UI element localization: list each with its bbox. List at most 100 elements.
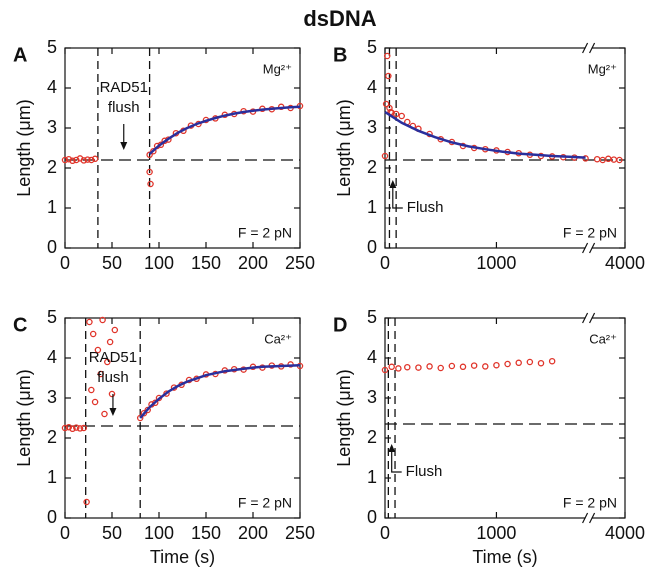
axis-break-mark <box>589 42 596 54</box>
data-point <box>144 406 151 414</box>
condition-label: Ca²⁺ <box>589 331 617 346</box>
data-point <box>69 425 76 433</box>
x-tick-label: 150 <box>191 523 221 543</box>
y-tick-label: 3 <box>367 387 377 407</box>
data-point <box>381 152 389 160</box>
data-point <box>69 157 76 165</box>
flush-arrowhead <box>120 142 128 150</box>
x-tick-label: 0 <box>380 523 390 543</box>
data-point <box>73 424 80 431</box>
data-point <box>140 409 148 417</box>
data-point <box>97 370 104 378</box>
data-point <box>91 155 99 163</box>
data-point <box>76 425 84 432</box>
y-tick-label: 0 <box>47 237 57 257</box>
condition-label: Mg²⁺ <box>588 61 617 76</box>
axis-break-mark <box>589 312 596 324</box>
x-tick-label: 200 <box>238 253 268 273</box>
y-tick-label: 5 <box>47 37 57 57</box>
y-tick-label: 1 <box>367 197 377 217</box>
y-tick-label: 4 <box>367 347 377 367</box>
y-tick-label: 2 <box>47 157 57 177</box>
data-point <box>504 360 511 368</box>
panel-label: A <box>13 44 27 66</box>
data-point <box>493 361 500 369</box>
plot-frame <box>64 317 301 519</box>
force-label: F = 2 pN <box>238 495 292 511</box>
y-axis-label: Length (μm) <box>334 369 354 466</box>
flush-arrow <box>391 450 402 473</box>
data-point <box>88 386 95 394</box>
flush-label: RAD51 <box>89 349 137 366</box>
data-point <box>382 100 390 108</box>
y-tick-label: 3 <box>367 117 377 137</box>
flush-arrow <box>392 186 403 209</box>
force-label: F = 2 pN <box>563 495 617 511</box>
panel-label: C <box>13 314 27 336</box>
data-point <box>106 338 114 346</box>
data-point <box>111 326 119 334</box>
panel: 0 1 2 3 4 5 0 1000 4000 Ca²⁺ F = 2 pN Flush D Length … <box>333 307 645 567</box>
y-tick-label: 0 <box>47 507 57 527</box>
data-point <box>150 147 157 155</box>
plot-frame <box>384 47 626 249</box>
data-point <box>91 398 99 406</box>
data-point <box>383 52 391 60</box>
data-point <box>404 363 411 371</box>
data-point <box>101 410 108 418</box>
x-tick-label: 250 <box>285 253 315 273</box>
data-point <box>86 318 93 326</box>
panel-label: D <box>333 314 347 336</box>
y-tick-label: 5 <box>47 307 57 327</box>
y-tick-label: 3 <box>47 117 57 137</box>
data-point <box>482 363 489 370</box>
flush-arrowhead <box>389 180 397 188</box>
data-point <box>593 155 601 163</box>
axis-break-gap <box>585 516 592 520</box>
x-tick-label: 0 <box>60 253 70 273</box>
figure-title: dsDNA <box>303 6 376 31</box>
data-point <box>392 110 400 118</box>
data-point <box>104 358 111 366</box>
panel-label: B <box>333 44 347 66</box>
flush-label: Flush <box>406 463 443 480</box>
x-tick-label: 4000 <box>605 253 645 273</box>
data-point <box>61 156 69 164</box>
data-point <box>65 423 73 431</box>
x-tick-label: 50 <box>102 253 122 273</box>
x-tick-label: 100 <box>144 523 174 543</box>
data-point <box>99 316 106 324</box>
flush-label: RAD51 <box>100 79 148 96</box>
x-tick-label: 100 <box>144 253 174 273</box>
y-tick-label: 1 <box>47 197 57 217</box>
y-tick-label: 2 <box>367 157 377 177</box>
data-point <box>426 363 433 370</box>
y-tick-label: 0 <box>367 507 377 527</box>
axis-break-mark <box>582 512 589 524</box>
y-tick-label: 5 <box>367 307 377 327</box>
y-tick-label: 3 <box>47 387 57 407</box>
force-label: F = 2 pN <box>563 225 617 241</box>
y-tick-label: 4 <box>367 77 377 97</box>
data-point <box>395 365 402 372</box>
flush-label: Flush <box>407 199 444 216</box>
data-point <box>147 180 154 188</box>
axis-break-mark <box>582 312 589 324</box>
data-point <box>83 498 90 506</box>
axis-break-gap <box>585 46 592 50</box>
data-point <box>136 414 144 422</box>
x-tick-label: 50 <box>102 523 122 543</box>
data-point <box>415 364 422 371</box>
x-axis-label: Time (s) <box>150 547 215 567</box>
data-point <box>385 72 392 80</box>
condition-label: Ca²⁺ <box>264 331 292 346</box>
x-tick-label: 0 <box>60 523 70 543</box>
flush-label: flush <box>108 99 140 116</box>
axis-break-mark <box>589 512 596 524</box>
data-point <box>108 390 116 398</box>
panel: 0 1 2 3 4 5 0 1000 4000 Mg²⁺ F = 2 pN Flush B Length … <box>333 37 645 273</box>
data-point <box>84 156 91 163</box>
data-point <box>61 424 69 432</box>
plot-frame <box>64 47 301 249</box>
